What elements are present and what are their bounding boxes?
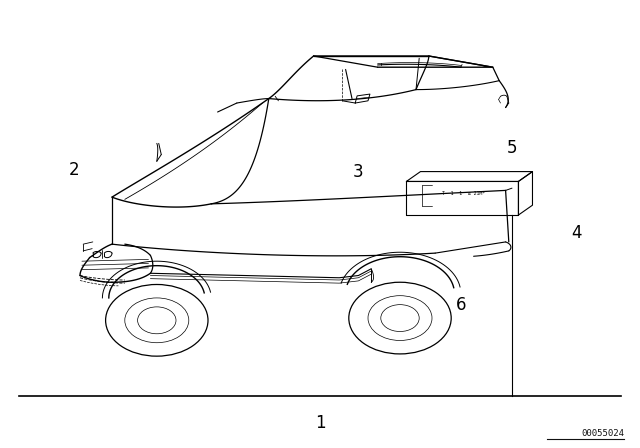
Text: 2: 2: [68, 161, 79, 179]
Text: 4: 4: [571, 224, 581, 242]
Text: T  1  1  ≤ 21M*: T 1 1 ≤ 21M*: [442, 191, 484, 197]
Text: 1: 1: [315, 414, 325, 432]
Text: 00055024: 00055024: [581, 429, 624, 438]
Text: 5: 5: [507, 139, 517, 157]
Text: 6: 6: [456, 296, 466, 314]
Text: 3: 3: [353, 164, 364, 181]
